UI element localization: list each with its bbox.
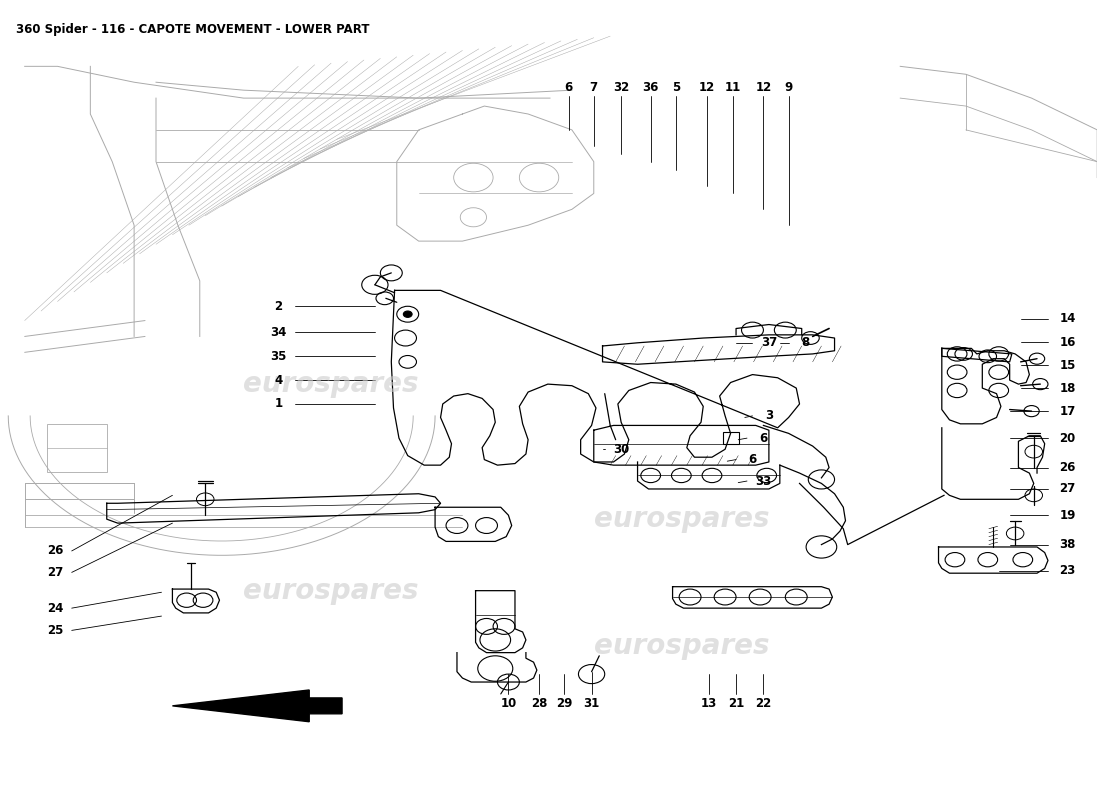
Text: 18: 18 xyxy=(1059,382,1076,394)
Text: 3: 3 xyxy=(764,410,773,422)
Text: 38: 38 xyxy=(1059,538,1076,551)
Text: 8: 8 xyxy=(801,336,810,350)
Text: eurospares: eurospares xyxy=(243,370,419,398)
Text: 12: 12 xyxy=(756,82,771,94)
Text: 1: 1 xyxy=(275,398,283,410)
Text: 21: 21 xyxy=(728,697,745,710)
Text: 25: 25 xyxy=(47,624,64,637)
Text: 34: 34 xyxy=(271,326,287,339)
Text: 6: 6 xyxy=(759,432,768,445)
Text: 30: 30 xyxy=(613,442,629,456)
Text: 17: 17 xyxy=(1059,405,1076,418)
Bar xyxy=(46,424,107,471)
Text: 4: 4 xyxy=(275,374,283,386)
Text: 32: 32 xyxy=(613,82,629,94)
Text: eurospares: eurospares xyxy=(594,632,769,660)
Text: 20: 20 xyxy=(1059,432,1076,445)
Text: 2: 2 xyxy=(275,300,283,313)
Text: 35: 35 xyxy=(271,350,287,363)
Text: 12: 12 xyxy=(698,82,715,94)
Text: 5: 5 xyxy=(672,82,680,94)
Text: 24: 24 xyxy=(47,602,64,614)
Text: 23: 23 xyxy=(1059,564,1076,578)
Text: 22: 22 xyxy=(756,697,771,710)
Text: 9: 9 xyxy=(784,82,793,94)
Text: 6: 6 xyxy=(564,82,573,94)
Text: 11: 11 xyxy=(725,82,741,94)
Text: 10: 10 xyxy=(500,697,517,710)
Text: 27: 27 xyxy=(1059,482,1076,495)
Text: eurospares: eurospares xyxy=(594,505,769,533)
Text: 36: 36 xyxy=(642,82,659,94)
Text: 6: 6 xyxy=(748,453,757,466)
Text: 26: 26 xyxy=(47,545,64,558)
Text: 360 Spider - 116 - CAPOTE MOVEMENT - LOWER PART: 360 Spider - 116 - CAPOTE MOVEMENT - LOW… xyxy=(15,22,370,36)
Bar xyxy=(723,432,739,444)
Text: 29: 29 xyxy=(556,697,572,710)
Text: 7: 7 xyxy=(590,82,597,94)
Text: 28: 28 xyxy=(531,697,547,710)
Text: 31: 31 xyxy=(583,697,600,710)
Text: eurospares: eurospares xyxy=(243,577,419,605)
Text: 26: 26 xyxy=(1059,461,1076,474)
Polygon shape xyxy=(173,690,342,722)
Text: 27: 27 xyxy=(47,566,64,579)
Text: 14: 14 xyxy=(1059,313,1076,326)
Circle shape xyxy=(404,311,412,318)
Text: 19: 19 xyxy=(1059,509,1076,522)
Text: 33: 33 xyxy=(756,474,771,487)
Text: 15: 15 xyxy=(1059,358,1076,371)
Text: 13: 13 xyxy=(701,697,717,710)
Text: 16: 16 xyxy=(1059,335,1076,349)
Text: 37: 37 xyxy=(761,336,777,350)
